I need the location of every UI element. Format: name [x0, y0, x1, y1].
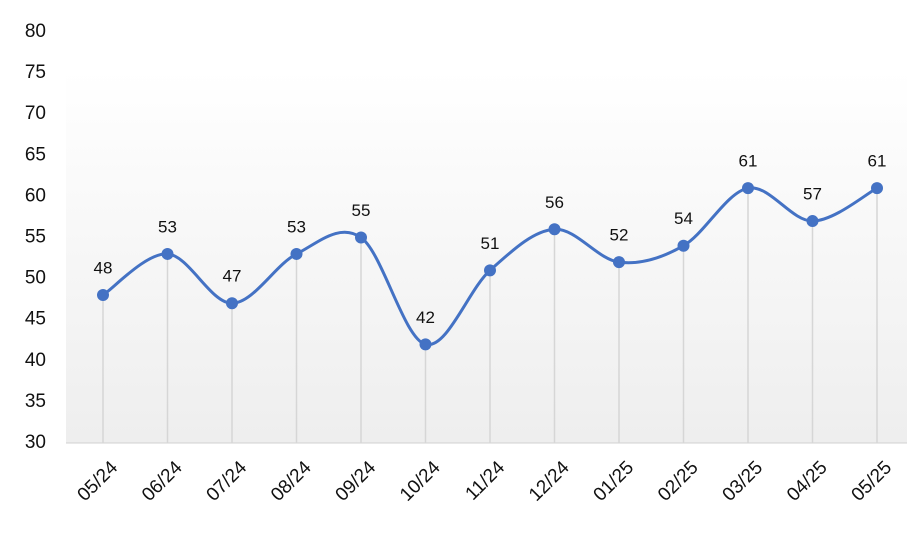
data-label: 48: [94, 259, 113, 278]
y-tick-label: 50: [25, 268, 46, 289]
data-label: 42: [416, 308, 435, 327]
data-label: 47: [223, 267, 242, 286]
point: [484, 264, 496, 277]
point: [419, 338, 432, 351]
x-tick-label: 08/24: [267, 457, 316, 506]
y-tick-label: 65: [25, 144, 46, 165]
point: [290, 247, 303, 260]
x-tick-label: 05/25: [848, 457, 896, 505]
x-tick-label: 10/24: [396, 457, 445, 506]
y-tick-label: 80: [25, 21, 46, 42]
data-label: 53: [158, 217, 177, 236]
data-label: 51: [481, 234, 500, 253]
y-tick-label: 75: [25, 62, 46, 83]
point: [806, 215, 819, 228]
y-tick-label: 40: [25, 350, 46, 371]
x-tick-label: 12/24: [525, 457, 574, 506]
plot-background: [66, 70, 907, 443]
point: [161, 247, 174, 260]
y-tick-label: 30: [25, 432, 46, 453]
data-label: 61: [868, 152, 887, 171]
point: [226, 297, 238, 310]
data-label: 53: [287, 217, 306, 236]
point: [677, 239, 690, 252]
y-tick-label: 55: [25, 227, 46, 248]
data-label: 52: [610, 226, 629, 245]
x-tick-label: 07/24: [203, 457, 252, 506]
x-tick-label: 11/24: [462, 457, 510, 505]
x-tick-label: 03/25: [719, 457, 767, 505]
point: [548, 223, 561, 236]
y-tick-label: 70: [25, 103, 46, 124]
point: [871, 182, 883, 195]
x-tick-label: 06/24: [138, 457, 187, 506]
data-label: 57: [803, 185, 822, 204]
x-tick-label: 04/25: [783, 457, 831, 505]
point: [613, 256, 625, 269]
point: [742, 182, 754, 195]
y-tick-label: 45: [25, 309, 46, 330]
data-label: 61: [739, 152, 758, 171]
point: [97, 289, 109, 302]
data-label: 56: [545, 193, 564, 212]
x-tick-label: 02/25: [654, 457, 702, 505]
data-label: 54: [674, 209, 693, 228]
y-tick-label: 35: [25, 391, 46, 412]
data-label: 55: [352, 201, 371, 220]
x-tick-label: 05/24: [74, 457, 123, 506]
x-tick-label: 01/25: [590, 457, 638, 505]
x-tick-label: 09/24: [332, 457, 381, 506]
point: [355, 231, 367, 244]
y-tick-label: 60: [25, 185, 46, 206]
